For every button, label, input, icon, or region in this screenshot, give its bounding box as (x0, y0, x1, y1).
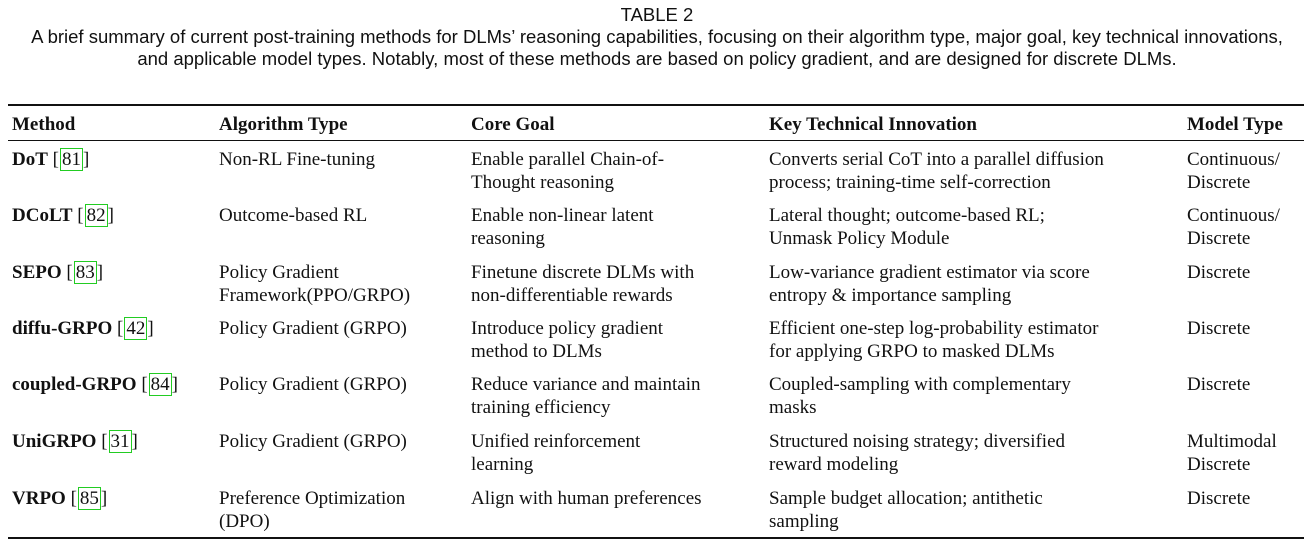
algorithm-type-cell: (DPO) (219, 511, 270, 532)
innovation-cell: sampling (769, 511, 839, 532)
innovation-cell: Converts serial CoT into a parallel diff… (769, 149, 1104, 170)
algorithm-type-cell: Outcome-based RL (219, 205, 368, 226)
innovation-cell: masks (769, 397, 817, 418)
innovation-cell: Unmask Policy Module (769, 228, 950, 249)
innovation-cell: entropy & importance sampling (769, 285, 1012, 306)
model-type-cell: Discrete (1187, 374, 1251, 395)
citation-link[interactable]: 82 (84, 204, 108, 227)
model-type-cell: Discrete (1187, 228, 1251, 249)
table-row-method: UniGRPO [31] (12, 430, 138, 453)
core-goal-cell: Reduce variance and maintain (471, 374, 701, 395)
model-type-cell: Discrete (1187, 488, 1251, 509)
model-type-cell: Discrete (1187, 262, 1251, 283)
model-type-cell: Discrete (1187, 454, 1251, 475)
algorithm-type-cell: Policy Gradient (219, 262, 339, 283)
method-name: DoT (12, 149, 48, 170)
bottom-rule (8, 537, 1304, 539)
innovation-cell: Sample budget allocation; antithetic (769, 488, 1043, 509)
innovation-cell: Low-variance gradient estimator via scor… (769, 262, 1090, 283)
model-type-cell: Continuous/ (1187, 205, 1280, 226)
header-rule (8, 140, 1304, 141)
table-row-method: SEPO [83] (12, 261, 104, 284)
table-row-method: VRPO [85] (12, 487, 108, 510)
citation-link[interactable]: 31 (108, 430, 132, 453)
table-label: TABLE 2 (620, 4, 694, 25)
algorithm-type-cell: Policy Gradient (GRPO) (219, 374, 407, 395)
innovation-cell: for applying GRPO to masked DLMs (769, 341, 1055, 362)
algorithm-type-cell: Framework(PPO/GRPO) (219, 285, 411, 306)
innovation-cell: Structured noising strategy; diversified (769, 431, 1066, 452)
core-goal-cell: Introduce policy gradient (471, 318, 664, 339)
table-row-method: coupled-GRPO [84] (12, 373, 178, 396)
method-name: diffu-GRPO (12, 318, 113, 339)
core-goal-cell: non-differentiable rewards (471, 285, 673, 306)
innovation-cell: Coupled-sampling with complementary (769, 374, 1071, 395)
method-name: VRPO (12, 488, 66, 509)
innovation-cell: reward modeling (769, 454, 899, 475)
citation-link[interactable]: 83 (73, 261, 97, 284)
innovation-cell: process; training-time self-correction (769, 172, 1051, 193)
header-core-goal: Core Goal (471, 114, 555, 135)
citation-link[interactable]: 84 (148, 373, 172, 396)
header-method: Method (12, 114, 76, 135)
model-type-cell: Discrete (1187, 172, 1251, 193)
core-goal-cell: Enable non-linear latent (471, 205, 654, 226)
method-name: coupled-GRPO (12, 374, 137, 395)
table-row-method: diffu-GRPO [42] (12, 317, 154, 340)
table-row-method: DoT [81] (12, 148, 90, 171)
method-name: SEPO (12, 262, 62, 283)
model-type-cell: Discrete (1187, 318, 1251, 339)
header-algorithm-type: Algorithm Type (219, 114, 348, 135)
core-goal-cell: Thought reasoning (471, 172, 615, 193)
core-goal-cell: Unified reinforcement (471, 431, 641, 452)
innovation-cell: Lateral thought; outcome-based RL; (769, 205, 1045, 226)
model-type-cell: Multimodal (1187, 431, 1277, 452)
table-row-method: DCoLT [82] (12, 204, 114, 227)
caption-text: A brief summary of current post-training… (31, 26, 1283, 69)
core-goal-cell: Enable parallel Chain-of- (471, 149, 665, 170)
core-goal-cell: training efficiency (471, 397, 611, 418)
algorithm-type-cell: Policy Gradient (GRPO) (219, 318, 407, 339)
citation-link[interactable]: 42 (124, 317, 148, 340)
method-name: UniGRPO (12, 431, 97, 452)
table-caption: TABLE 2 A brief summary of current post-… (20, 4, 1294, 70)
core-goal-cell: Align with human preferences (471, 488, 702, 509)
core-goal-cell: reasoning (471, 228, 545, 249)
citation-link[interactable]: 81 (59, 148, 83, 171)
innovation-cell: Efficient one-step log-probability estim… (769, 318, 1099, 339)
citation-link[interactable]: 85 (77, 487, 101, 510)
algorithm-type-cell: Non-RL Fine-tuning (219, 149, 376, 170)
core-goal-cell: learning (471, 454, 534, 475)
top-rule (8, 104, 1304, 106)
method-name: DCoLT (12, 205, 73, 226)
header-model-type: Model Type (1187, 114, 1283, 135)
core-goal-cell: Finetune discrete DLMs with (471, 262, 695, 283)
algorithm-type-cell: Policy Gradient (GRPO) (219, 431, 407, 452)
header-key-technical-innovation: Key Technical Innovation (769, 114, 977, 135)
core-goal-cell: method to DLMs (471, 341, 602, 362)
algorithm-type-cell: Preference Optimization (219, 488, 406, 509)
model-type-cell: Continuous/ (1187, 149, 1280, 170)
